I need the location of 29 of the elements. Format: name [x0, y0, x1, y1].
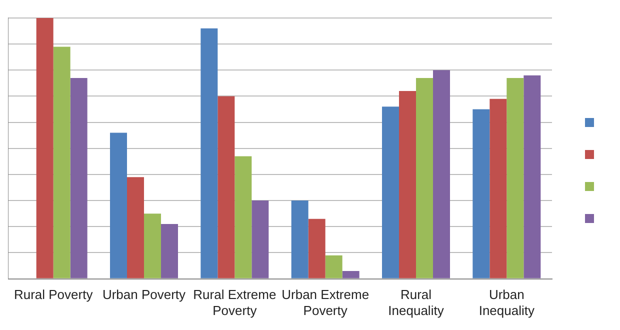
x-tick-label: Urban Extreme Poverty	[282, 287, 370, 318]
bar	[382, 106, 399, 278]
bar	[433, 70, 450, 278]
bar	[218, 96, 235, 278]
bar	[36, 18, 54, 278]
bar	[252, 200, 269, 278]
bar	[161, 224, 178, 278]
bar	[416, 78, 433, 278]
bar	[291, 200, 308, 278]
bar	[234, 156, 252, 278]
bar	[110, 132, 127, 278]
bar	[70, 78, 88, 278]
bar	[506, 78, 524, 278]
bar	[325, 255, 342, 278]
bar	[200, 28, 218, 278]
bar	[399, 91, 416, 278]
x-tick-label: Urban Poverty	[102, 287, 186, 302]
bar	[144, 214, 161, 278]
x-tick-label: Urban Inequality	[478, 287, 535, 318]
bar	[53, 46, 70, 278]
bar	[308, 218, 326, 278]
x-tick-label: Rural Extreme Poverty	[193, 287, 276, 318]
bar	[490, 98, 507, 278]
bar	[472, 109, 490, 278]
x-tick-label: Rural Inequality	[388, 287, 444, 318]
bar	[342, 270, 360, 278]
bar	[524, 75, 541, 278]
bar	[127, 177, 144, 278]
x-tick-label: Rural Poverty	[14, 287, 94, 302]
